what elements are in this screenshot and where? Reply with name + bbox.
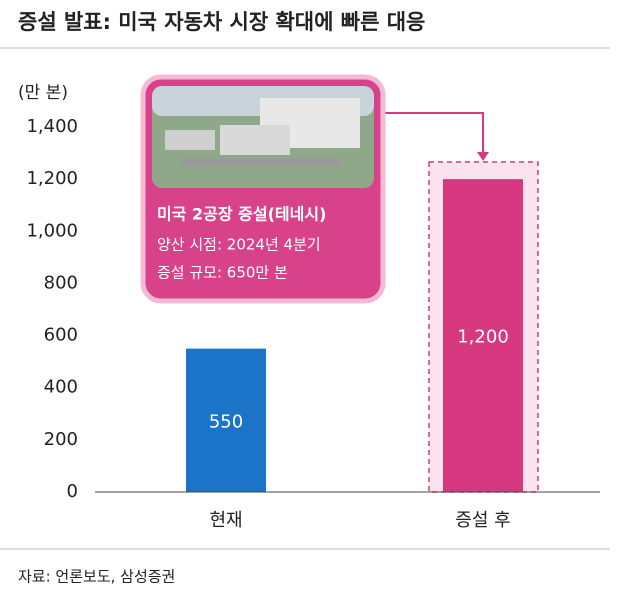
arrow-head [477, 152, 489, 161]
annotation-line: 양산 시점: 2024년 4분기 [157, 236, 321, 254]
arrow [382, 112, 484, 158]
value-label: 1,200 [457, 327, 509, 348]
annotation: 미국 2공장 증설(테네시) 양산 시점: 2024년 4분기 증설 규모: 6… [140, 74, 489, 304]
y-tick-label: 0 [67, 481, 78, 502]
y-tick-label: 200 [44, 429, 78, 450]
x-tick-label: 증설 후 [455, 510, 510, 531]
value-label: 550 [209, 411, 243, 432]
bar [186, 348, 266, 492]
y-tick-label: 1,000 [26, 220, 78, 241]
y-unit: (만 본) [18, 83, 68, 103]
bar [443, 179, 523, 492]
y-tick-label: 800 [44, 272, 78, 293]
y-tick-label: 400 [44, 377, 78, 398]
annotation-title: 미국 2공장 증설(테네시) [157, 205, 326, 224]
plot: 0 200 400 600 800 1,000 1,200 1,400 550 현재 1,200 증설… [26, 116, 523, 531]
x-tick-label: 현재 [209, 510, 242, 531]
source: 자료: 언론보도, 삼성증권 [18, 568, 175, 586]
y-tick-label: 1,400 [26, 116, 78, 137]
y-tick-label: 600 [44, 325, 78, 346]
y-tick-label: 1,200 [26, 168, 78, 189]
chart-title: 증설 발표: 미국 자동차 시장 확대에 빠른 대응 [18, 10, 425, 34]
annotation-line: 증설 규모: 650만 본 [157, 264, 288, 282]
factory-photo [152, 86, 374, 188]
